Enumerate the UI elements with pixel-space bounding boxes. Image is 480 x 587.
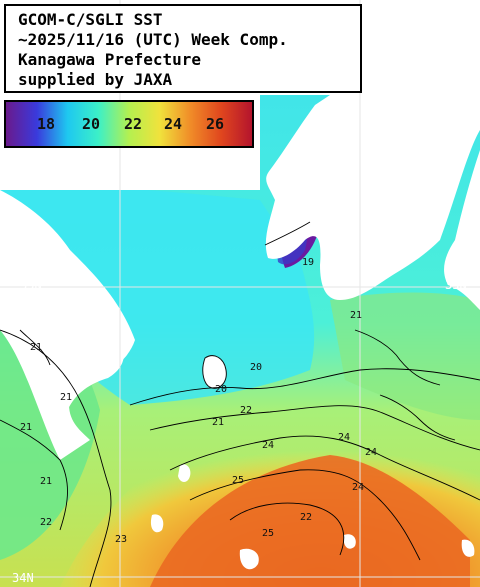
contour-label: 22 — [300, 512, 312, 523]
title-line-2: ~2025/11/16 (UTC) Week Comp. — [18, 30, 288, 49]
contour-label: 25 — [262, 528, 274, 539]
sst-contours — [0, 221, 480, 587]
contour-label: 20 — [215, 384, 227, 395]
contour-label: 21 — [212, 417, 224, 428]
legend-label-24: 24 — [164, 115, 183, 133]
lat-label-35n-east: 35N — [445, 278, 467, 292]
miyake-island — [343, 534, 356, 549]
title-box: GCOM-C/SGLI SST ~2025/11/16 (UTC) Week C… — [4, 4, 362, 93]
boso-peninsula-land — [444, 150, 480, 310]
legend-label-20: 20 — [82, 115, 101, 133]
contour-label: 21 — [350, 310, 362, 321]
contour-label: 24 — [365, 447, 377, 458]
toshima-island — [178, 464, 191, 482]
contour-label: 25 — [232, 475, 244, 486]
lat-label-35n-west: 35N — [20, 278, 42, 292]
mikurajima-island — [461, 539, 475, 557]
legend-label-26: 26 — [206, 115, 225, 133]
contour-label: 21 — [60, 392, 72, 403]
contour-label: 20 — [250, 362, 262, 373]
legend-label-22: 22 — [124, 115, 143, 133]
title-line-4: supplied by JAXA — [18, 70, 173, 89]
color-scale-labels: 18 20 22 24 26 — [6, 102, 252, 146]
color-scale-bar — [6, 102, 252, 146]
title-line-1: GCOM-C/SGLI SST — [18, 10, 163, 29]
lat-label-34n: 34N — [12, 571, 34, 585]
contour-labels: 21 21 21 20 20 21 22 21 22 24 24 25 24 22 23 24 25 21 19 — [20, 257, 377, 545]
contour-label: 21 — [30, 342, 42, 353]
legend-label-18: 18 — [37, 115, 56, 133]
contour-label: 22 — [40, 517, 52, 528]
color-scale-legend: 18 20 22 24 26 — [4, 100, 254, 148]
contour-label: 21 — [40, 476, 52, 487]
niijima-island — [150, 514, 164, 533]
eastern-greenish-water — [330, 292, 480, 420]
kozushima-island — [239, 548, 259, 570]
contour-label: 19 — [302, 257, 314, 268]
contour-label: 22 — [240, 405, 252, 416]
izu-inner-coast — [12, 268, 124, 420]
contour-label: 21 — [20, 422, 32, 433]
contour-label: 24 — [338, 432, 350, 443]
contour-label: 23 — [115, 534, 127, 545]
oshima-island — [202, 355, 227, 389]
title-line-3: Kanagawa Prefecture — [18, 50, 202, 69]
warm-core — [150, 455, 470, 587]
contour-label: 24 — [352, 482, 364, 493]
contour-label: 24 — [262, 440, 274, 451]
